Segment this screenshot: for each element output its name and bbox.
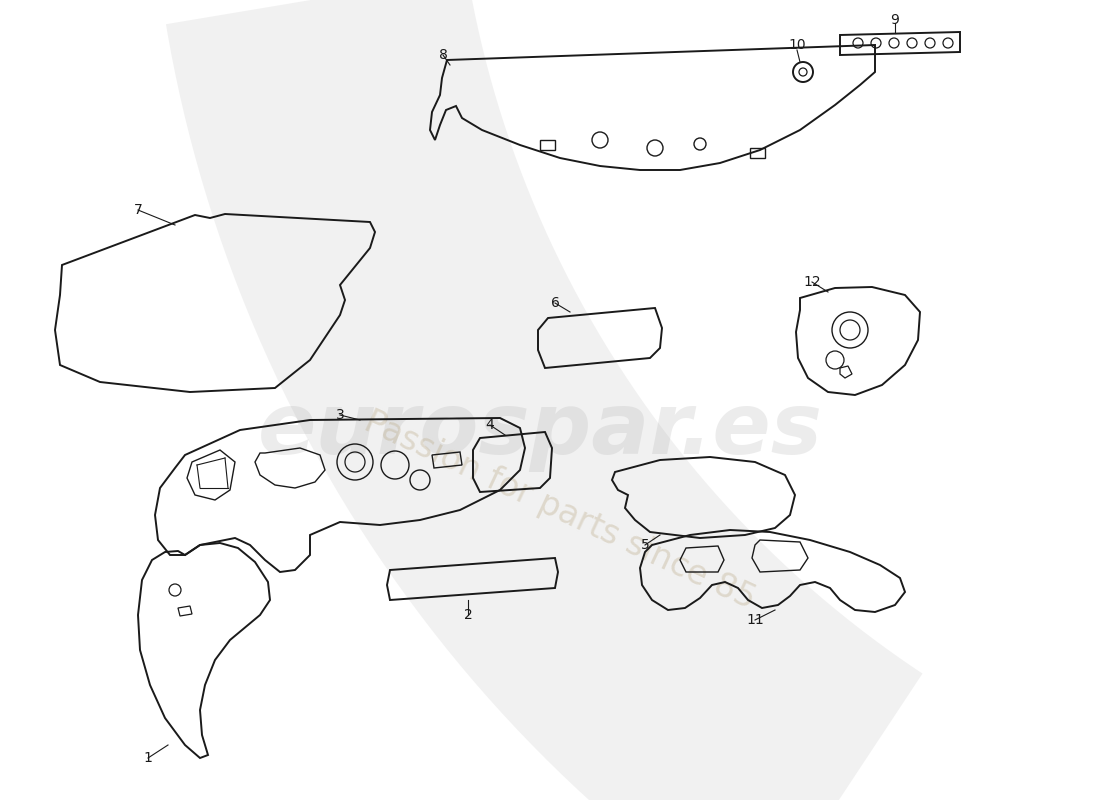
Text: 11: 11 (746, 613, 763, 627)
Text: Passion for parts since 85: Passion for parts since 85 (359, 405, 761, 615)
Text: 6: 6 (551, 296, 560, 310)
Text: 5: 5 (640, 538, 649, 552)
Text: 10: 10 (789, 38, 806, 52)
Text: eurospar.es: eurospar.es (257, 389, 823, 471)
Text: 12: 12 (803, 275, 821, 289)
Text: 7: 7 (133, 203, 142, 217)
Text: 8: 8 (439, 48, 448, 62)
Text: 4: 4 (485, 418, 494, 432)
Text: 2: 2 (463, 608, 472, 622)
Text: 3: 3 (336, 408, 344, 422)
Text: 1: 1 (144, 751, 153, 765)
Text: 9: 9 (891, 13, 900, 27)
